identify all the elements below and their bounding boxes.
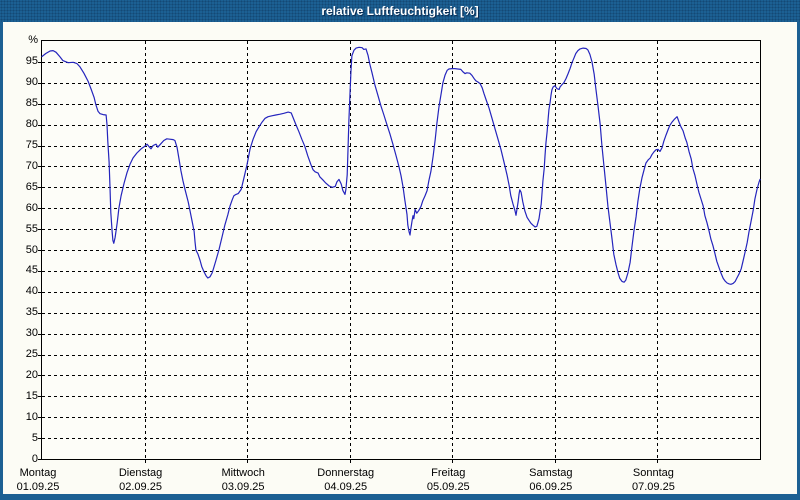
x-axis-date-label: 06.09.25 xyxy=(529,481,573,493)
humidity-chart-plot xyxy=(38,40,761,463)
x-axis-day-label: Donnerstag xyxy=(317,467,375,479)
y-axis-tick-label: 55 xyxy=(25,222,38,235)
x-axis-day-label: Samstag xyxy=(529,467,573,479)
y-axis-tick-label: 45 xyxy=(25,264,38,277)
window-title: relative Luftfeuchtigkeit [%] xyxy=(321,4,479,18)
x-axis-date-label: 05.09.25 xyxy=(426,481,470,493)
x-axis-day-label: Dienstag xyxy=(118,467,163,479)
y-axis-tick-label: 0 xyxy=(31,452,38,465)
y-axis-tick-label: 60 xyxy=(25,201,38,214)
y-axis-tick-label: 50 xyxy=(25,243,38,256)
humidity-series-line xyxy=(41,46,761,285)
y-axis-tick-label: 85 xyxy=(25,97,38,110)
window-title-bar[interactable]: relative Luftfeuchtigkeit [%] xyxy=(0,0,800,22)
y-axis-tick-label: 10 xyxy=(25,410,38,423)
y-axis-tick-label: 25 xyxy=(25,348,38,360)
y-axis-tick-label: 80 xyxy=(25,118,38,131)
y-axis-tick-label: 70 xyxy=(25,159,38,172)
x-axis-date-label: 03.09.25 xyxy=(221,481,265,493)
plot-background xyxy=(42,41,760,459)
y-axis-tick-label: 5 xyxy=(31,431,38,444)
chart-area: % 0 5 10 15 20 25 30 35 40 45 50 55 60 65 70 75 80 85 90 95… xyxy=(3,22,797,494)
x-axis-day-label: Montag xyxy=(19,467,57,479)
x-axis-date-label: 04.09.25 xyxy=(324,481,368,493)
x-axis-day-label: Freitag xyxy=(431,467,466,479)
x-axis-date-label: 02.09.25 xyxy=(119,481,162,493)
y-axis-unit-label: % xyxy=(28,34,38,46)
y-axis-tick-label: 75 xyxy=(25,139,38,151)
x-axis-date-label: 01.09.25 xyxy=(16,481,60,493)
y-axis-tick-label: 95 xyxy=(25,55,38,68)
x-axis-day-label: Sonntag xyxy=(632,467,674,479)
x-axis-date-label: 07.09.25 xyxy=(632,481,675,493)
y-axis-tick-label: 20 xyxy=(25,368,38,381)
y-axis-tick-label: 40 xyxy=(25,285,38,298)
y-axis-tick-label: 90 xyxy=(25,76,38,89)
y-axis-tick-label: 15 xyxy=(25,389,38,402)
y-axis-tick-label: 35 xyxy=(25,306,38,319)
plot-border xyxy=(41,40,761,460)
y-axis-tick-label: 30 xyxy=(25,327,38,340)
x-axis-day-label: Mittwoch xyxy=(221,467,265,479)
y-axis-tick-label: 65 xyxy=(25,180,38,193)
